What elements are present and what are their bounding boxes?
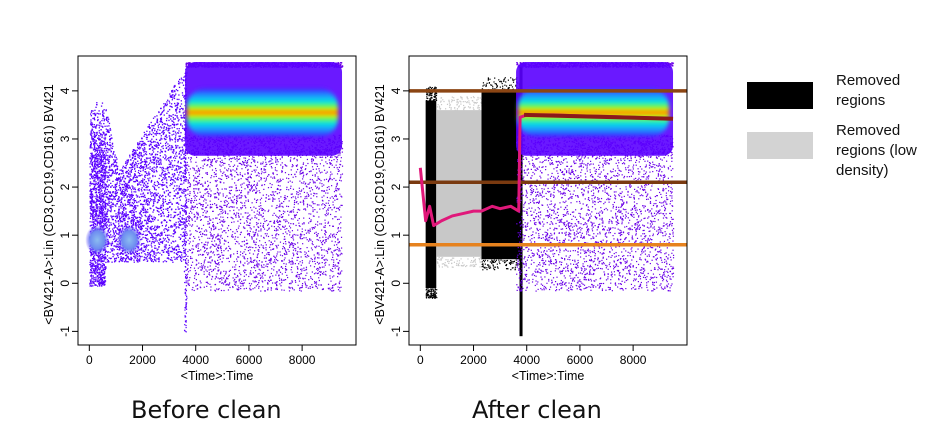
- y-tick-label: 1: [58, 232, 72, 239]
- y-tick-label: 2: [58, 183, 72, 190]
- x-tick-label: 0: [417, 353, 424, 367]
- x-axis-label: <Time>:Time: [181, 369, 254, 383]
- panel-after-clean: 0 2000 4000 6000 8000 -1 0 1 2 3 4 <Time>:Time <BV42…: [373, 56, 687, 383]
- legend-label-1: Removed: [836, 122, 900, 139]
- legend-label-1: regions (low: [836, 142, 917, 159]
- x-tick-label: 8000: [620, 353, 647, 367]
- x-tick-label: 0: [86, 353, 93, 367]
- density-cluster: [117, 225, 141, 255]
- y-tick-label: 3: [58, 135, 72, 142]
- y-tick-label: 2: [389, 183, 403, 190]
- y-tick-label: 3: [389, 135, 403, 142]
- y-tick-label: 0: [389, 280, 403, 287]
- y-tick-label: 1: [389, 232, 403, 239]
- legend-label-1: density): [836, 162, 889, 179]
- x-tick-label: 4000: [182, 353, 209, 367]
- x-tick-label: 4000: [513, 353, 540, 367]
- legend-label-0: Removed: [836, 72, 900, 89]
- density-cluster: [85, 225, 109, 255]
- density-band: [187, 88, 338, 136]
- x-tick-label: 6000: [567, 353, 594, 367]
- y-tick-label: 4: [58, 87, 72, 94]
- y-tick-label: 4: [389, 87, 403, 94]
- plot-area: [85, 62, 343, 332]
- y-tick-label: -1: [389, 326, 403, 337]
- x-tick-label: 2000: [129, 353, 156, 367]
- panel-before-clean: 0 2000 4000 6000 8000 -1 0 1 2 3 4 <Time>:Time <BV42…: [42, 56, 356, 383]
- y-axis-label: <BV421-A>:Lin (CD3,CD19,CD161) BV421: [42, 84, 56, 324]
- caption-before-clean: Before clean: [131, 396, 282, 424]
- density-band: [518, 88, 669, 136]
- legend-swatch-1: [747, 132, 813, 159]
- y-tick-label: -1: [58, 326, 72, 337]
- y-tick-label: 0: [58, 280, 72, 287]
- legend-swatch-0: [747, 82, 813, 109]
- x-tick-label: 6000: [236, 353, 263, 367]
- legend: Removed regions Removed regions (low density…: [747, 72, 917, 179]
- x-tick-label: 2000: [460, 353, 487, 367]
- legend-label-0: regions: [836, 92, 885, 109]
- removed-region: [426, 100, 437, 288]
- caption-after-clean: After clean: [472, 396, 602, 424]
- x-tick-label: 8000: [289, 353, 316, 367]
- plot-area: [409, 62, 687, 336]
- x-axis-label: <Time>:Time: [512, 369, 585, 383]
- y-axis-label: <BV421-A>:Lin (CD3,CD19,CD161) BV421: [373, 84, 387, 324]
- removed-region: [482, 91, 521, 259]
